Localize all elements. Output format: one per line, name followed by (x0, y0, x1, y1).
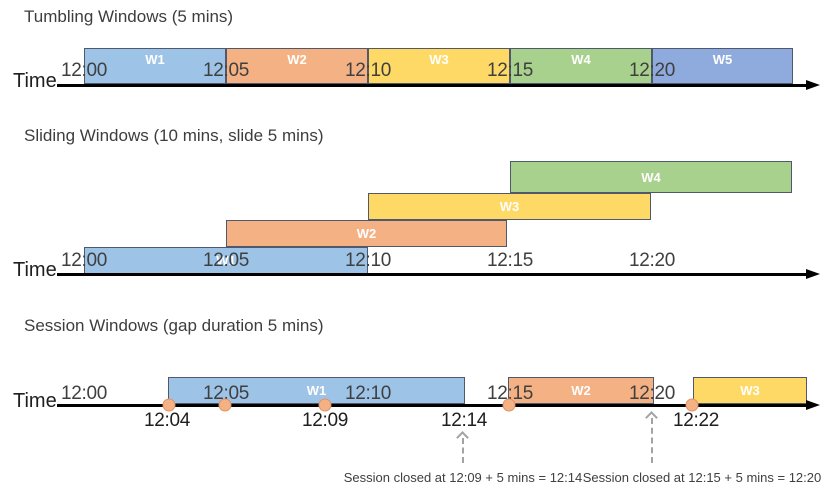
tumbling-tick-1215: 12:15 (486, 60, 534, 81)
session-event-dot (502, 398, 516, 412)
tumbling-window-w1-label: W1 (145, 51, 165, 67)
tumbling-tick-1210: 12:10 (344, 60, 392, 81)
session-close-annotation-2: Session closed at 12:15 + 5 mins = 12:20 (582, 470, 822, 485)
tumbling-window-w3-label: W3 (429, 51, 449, 67)
sliding-time-axis (57, 273, 807, 276)
session-event-dot (318, 398, 332, 412)
tumbling-time-axis-label: Time (13, 70, 57, 92)
sliding-axis-arrowhead-icon (806, 268, 820, 279)
tumbling-time-axis (57, 84, 807, 87)
tumbling-title: Tumbling Windows (5 mins) (24, 7, 234, 26)
tumbling-window-w1: W1 (84, 48, 226, 84)
tumbling-axis-arrowhead-icon (806, 79, 820, 90)
sliding-window-w1-label: W1 (216, 253, 236, 268)
session-window-w1: W1 (168, 377, 465, 404)
session-event-time-1209: 12:09 (301, 410, 349, 431)
session-event-dot (218, 398, 232, 412)
tumbling-window-w4: W4 (510, 48, 652, 84)
session-tick-1210: 12:10 (344, 383, 392, 404)
tumbling-tick-1220: 12:20 (628, 60, 676, 81)
sliding-tick-1210: 12:10 (344, 250, 392, 271)
session-time-axis (57, 404, 807, 407)
session-close-time-1214: 12:14 (440, 410, 488, 431)
session-close-annotation-1: Session closed at 12:09 + 5 mins = 12:14 (343, 470, 583, 485)
session-tick-1215: 12:15 (486, 383, 534, 404)
sliding-time-axis-label: Time (13, 259, 57, 281)
session-window-w1-label: W1 (306, 383, 327, 398)
tumbling-window-w2-label: W2 (287, 51, 307, 67)
sliding-tick-1215: 12:15 (486, 250, 534, 271)
session-window-w3: W3 (693, 377, 807, 404)
session-time-axis-label: Time (13, 390, 57, 412)
session-event-time-1222: 12:22 (672, 410, 720, 431)
sliding-window-w2-label: W2 (356, 226, 377, 241)
session-tick-1205: 12:05 (202, 383, 250, 404)
sliding-window-w3-label: W3 (499, 199, 520, 214)
tumbling-window-w2: W2 (226, 48, 368, 84)
sliding-title: Sliding Windows (10 mins, slide 5 mins) (24, 126, 324, 145)
tumbling-window-w3: W3 (368, 48, 510, 84)
tumbling-window-w5: W5 (652, 48, 793, 84)
session-event-dot (685, 398, 699, 412)
session-close-arrow-icon (462, 438, 464, 463)
sliding-tick-1205: 12:05 (202, 250, 250, 271)
tumbling-window-w4-label: W4 (571, 51, 591, 67)
session-tick-1200: 12:00 (60, 383, 108, 404)
sliding-window-w4: W4 (510, 161, 792, 193)
session-window-w2: W2 (508, 377, 654, 404)
session-window-w3-label: W3 (740, 383, 760, 398)
sliding-tick-1220: 12:20 (628, 250, 676, 271)
sliding-window-w1: W1 (84, 247, 368, 274)
sliding-window-w2: W2 (226, 220, 507, 247)
session-close-arrow-icon (651, 418, 653, 463)
sliding-window-w4-label: W4 (641, 169, 661, 185)
tumbling-tick-1205: 12:05 (202, 60, 250, 81)
tumbling-tick-1200: 12:00 (60, 60, 108, 81)
sliding-tick-1200: 12:00 (60, 250, 108, 271)
sliding-window-w3: W3 (368, 193, 651, 220)
session-event-dot (162, 398, 176, 412)
session-title: Session Windows (gap duration 5 mins) (24, 316, 324, 335)
session-window-w2-label: W2 (571, 383, 591, 398)
session-tick-1220: 12:20 (628, 383, 676, 404)
tumbling-window-w5-label: W5 (712, 51, 733, 67)
session-event-time-1204: 12:04 (143, 410, 191, 431)
session-axis-arrowhead-icon (806, 399, 820, 410)
